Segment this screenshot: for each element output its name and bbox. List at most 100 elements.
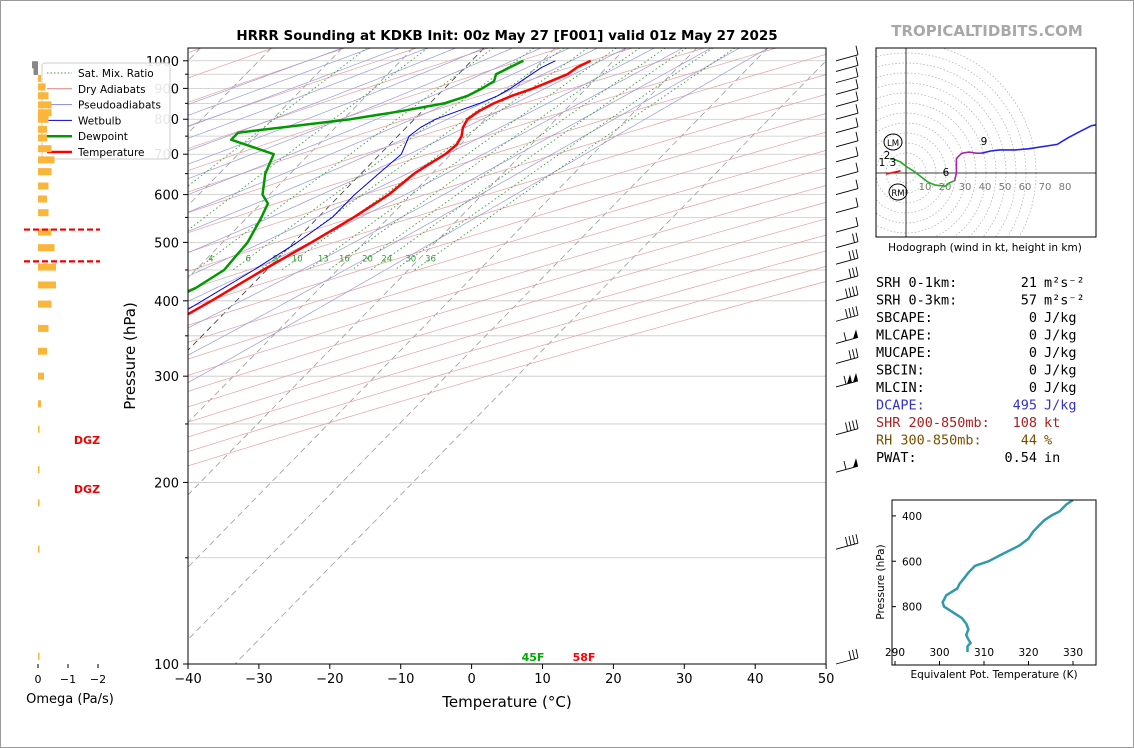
index-value: 0	[1029, 380, 1037, 396]
index-label: SRH 0-1km:	[876, 275, 957, 291]
hodograph-ring-label: 40	[979, 182, 992, 193]
wind-barb	[835, 197, 859, 214]
omega-bar	[38, 145, 52, 153]
mixing-ratio-line	[195, 48, 494, 271]
dry-adiabat-line	[188, 93, 826, 291]
pseudoadiabat-line	[188, 48, 541, 195]
skewt-y-tick-label: 100	[154, 658, 179, 673]
wind-barb	[835, 266, 859, 283]
mixing-ratio-label: 16	[339, 255, 350, 265]
dry-adiabat-line	[188, 131, 826, 326]
legend-label: Pseudoadiabats	[78, 100, 161, 112]
index-label: SHR 200-850mb:	[876, 415, 990, 431]
index-value: 21	[1021, 275, 1037, 291]
omega-bar	[38, 125, 47, 133]
index-label: SBCIN:	[876, 363, 925, 379]
hodograph-trace	[981, 123, 1096, 154]
isotherm-line	[188, 48, 414, 279]
dry-adiabat-line	[188, 234, 826, 423]
index-label: DCAPE:	[876, 398, 925, 414]
mixing-ratio-label: 36	[425, 255, 436, 265]
wind-barb	[835, 117, 859, 134]
dry-adiabat-line	[188, 74, 826, 272]
wind-barb	[835, 79, 859, 95]
hodograph-ring-label: 10	[919, 182, 932, 193]
skewt-x-tick-label: 30	[676, 672, 693, 687]
index-unit: %	[1044, 433, 1052, 449]
site-watermark: TROPICALTIDBITS.COM	[891, 22, 1083, 40]
wind-barb	[835, 216, 859, 233]
index-label: SBCAPE:	[876, 310, 933, 326]
omega-bar	[38, 168, 52, 176]
wind-barb	[835, 329, 859, 344]
index-unit: m²s⁻²	[1044, 275, 1085, 291]
dry-adiabat-line	[188, 53, 826, 253]
hodograph-trace	[953, 151, 982, 181]
wind-barb	[835, 56, 859, 72]
index-label: SRH 0-3km:	[876, 293, 957, 309]
mixing-ratio-label: 6	[245, 255, 250, 265]
hodograph-height-label: 3	[890, 157, 897, 169]
dry-adiabat-line	[188, 113, 826, 309]
theta-e-profile	[941, 500, 1074, 652]
wind-barb	[835, 131, 859, 148]
pseudoadiabat-line	[188, 48, 683, 302]
hodograph-height-label: 9	[981, 136, 988, 148]
hodograph-trace	[889, 157, 955, 188]
chart-title: HRRR Sounding at KDKB Init: 00z May 27 […	[236, 28, 777, 44]
dry-adiabat-line	[188, 150, 826, 343]
skewt-y-tick-label: 200	[154, 476, 179, 491]
pseudoadiabat-line	[188, 48, 485, 165]
sounding-indices: SRH 0-1km: 21 m²s⁻² SRH 0-3km: 57 m²s⁻² SBCAPE…	[876, 275, 1085, 466]
profile-temperature	[188, 59, 592, 316]
omega-bar	[33, 67, 38, 75]
mixing-ratio-label: 1	[92, 255, 97, 265]
mixing-ratio-label: 20	[362, 255, 373, 265]
theta-e-y-tick-label: 800	[902, 602, 922, 614]
profile-dewpoint	[188, 59, 524, 294]
index-value: 0	[1029, 363, 1037, 379]
omega-x-axis-label: Omega (Pa/s)	[26, 692, 114, 707]
theta-e-y-tick-label: 400	[902, 511, 922, 523]
pseudoadiabat-line	[188, 48, 712, 329]
mixing-ratio-label: 2	[148, 255, 153, 265]
dgz-label-bottom: DGZ	[74, 483, 100, 496]
dry-adiabat-line	[188, 48, 633, 193]
legend-label: Wetbulb	[78, 115, 122, 127]
hodograph-ring-label: 60	[1019, 182, 1032, 193]
pseudoadiabat-line	[188, 48, 768, 384]
skewt-x-tick-label: 20	[605, 672, 622, 687]
hodograph-ring-label: 30	[959, 182, 972, 193]
skewt-x-tick-label: 40	[747, 672, 764, 687]
wind-barb	[835, 306, 859, 322]
wind-barb	[835, 104, 859, 120]
theta-e-x-tick-label: 290	[885, 647, 905, 659]
skewt-y-tick-label: 300	[154, 370, 179, 385]
omega-bar	[38, 466, 40, 474]
isotherm-line	[188, 48, 698, 568]
hodograph-ring-label: 80	[1059, 182, 1072, 193]
mixing-ratio-line	[188, 48, 368, 187]
index-unit: J/kg	[1044, 345, 1077, 361]
index-unit: J/kg	[1044, 328, 1077, 344]
dry-adiabat-line	[188, 48, 346, 103]
omega-bar	[38, 109, 52, 117]
index-unit: J/kg	[1044, 310, 1077, 326]
dry-adiabat-line	[188, 48, 417, 127]
mixing-ratio-label: 10	[292, 255, 303, 265]
omega-bar	[38, 134, 47, 142]
index-unit: kt	[1044, 415, 1060, 431]
wind-barb	[835, 372, 859, 388]
dry-adiabat-line	[188, 48, 489, 150]
omega-bar	[38, 372, 44, 380]
index-label: MLCIN:	[876, 380, 925, 396]
left-mover-marker	[883, 133, 903, 151]
omega-bar	[38, 228, 52, 236]
wind-barb	[835, 162, 859, 179]
wind-barb	[835, 348, 859, 364]
index-label: RH 300-850mb:	[876, 433, 982, 449]
omega-bar	[38, 324, 49, 332]
index-value: 495	[1013, 398, 1037, 414]
isotherm-line	[234, 60, 826, 664]
